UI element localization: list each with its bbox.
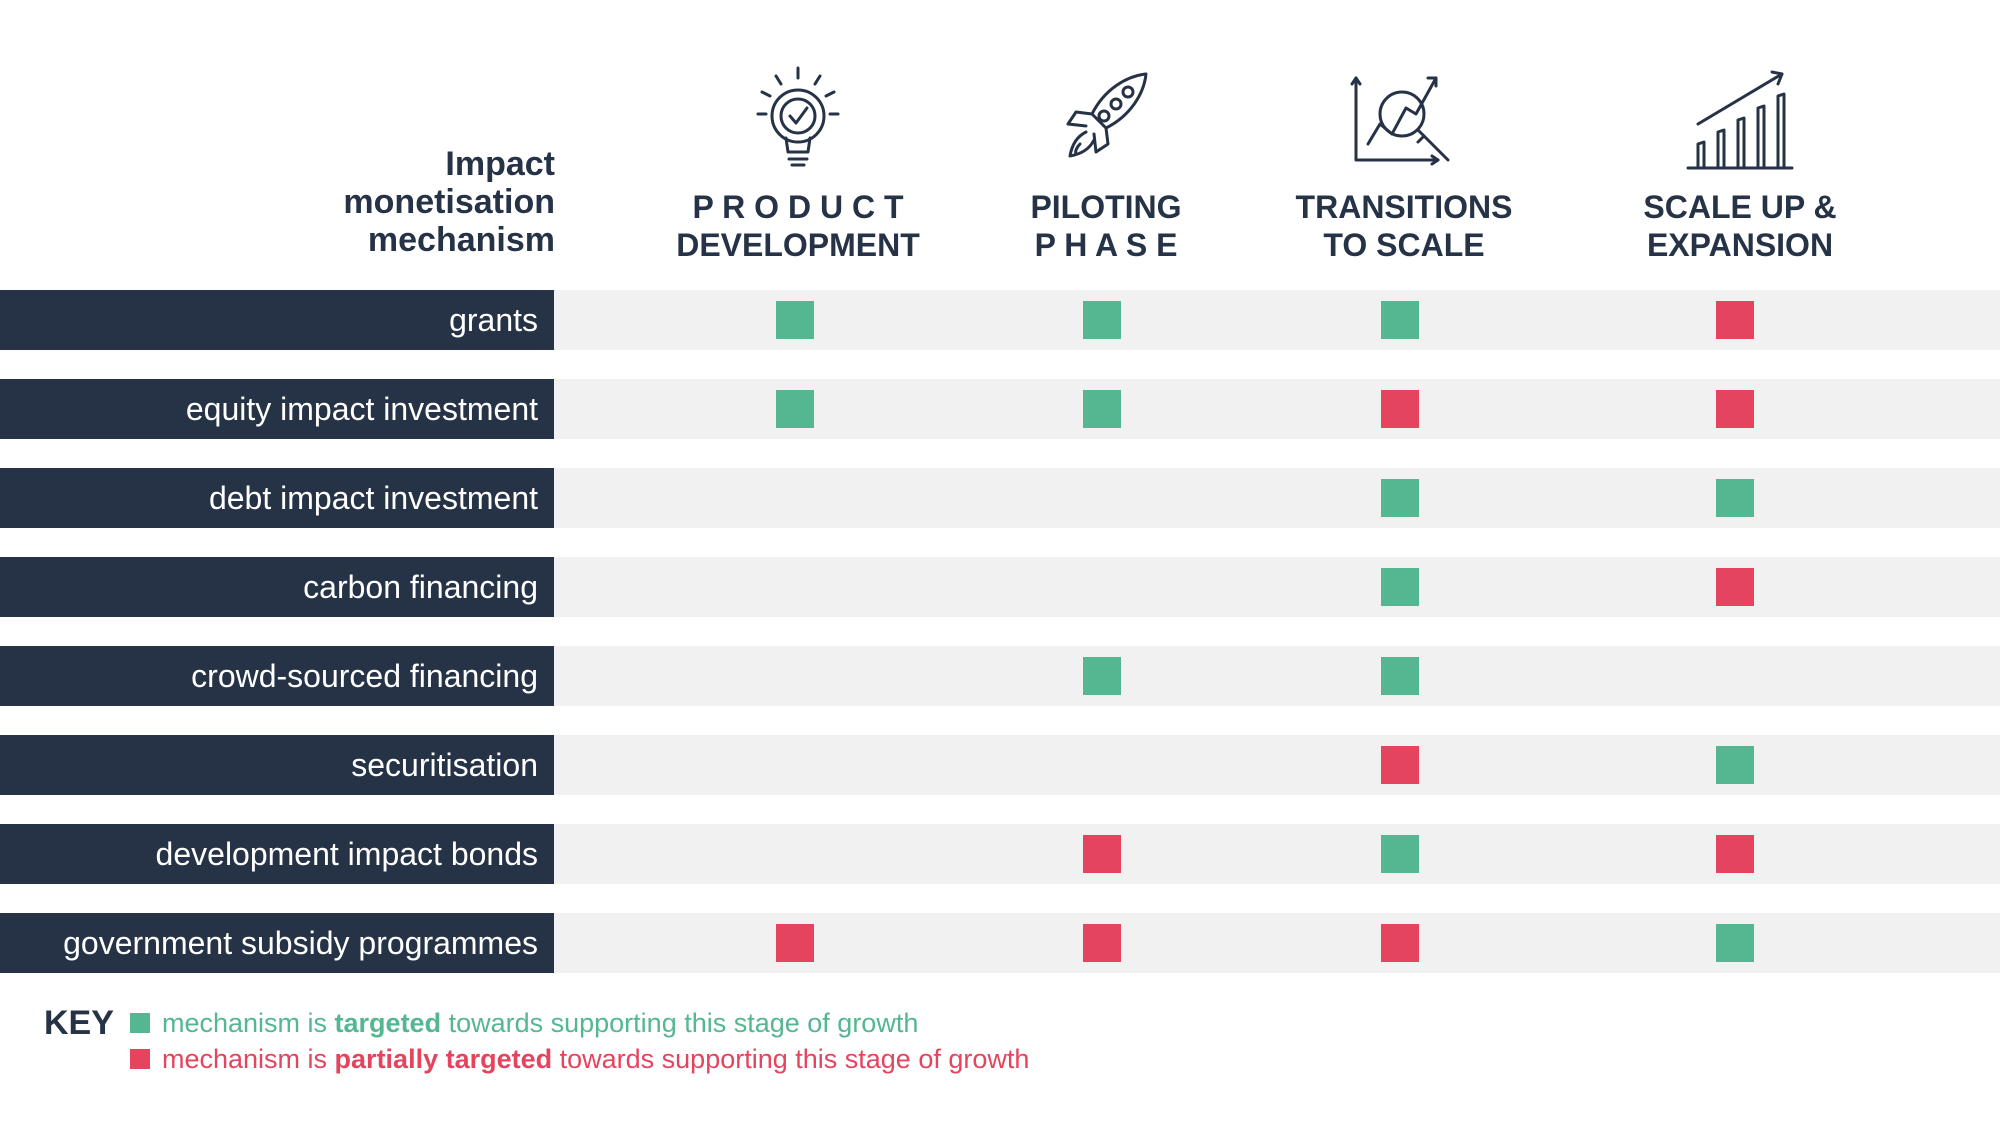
mechanism-label: debt impact investment <box>0 468 554 528</box>
partially-targeted-marker <box>1716 835 1754 873</box>
key-suffix: towards supporting this stage of growth <box>552 1044 1030 1074</box>
row-band <box>554 913 2000 973</box>
targeted-marker <box>1381 835 1419 873</box>
key-title: KEY <box>44 1004 114 1042</box>
targeted-marker <box>776 390 814 428</box>
stage-label: SCALE UP & EXPANSION <box>1570 188 1910 264</box>
targeted-marker <box>1716 479 1754 517</box>
row-band <box>554 290 2000 350</box>
row-band <box>554 379 2000 439</box>
key-emphasis: partially targeted <box>334 1044 553 1074</box>
stage-label: P R O D U C T DEVELOPMENT <box>628 188 968 264</box>
targeted-marker <box>1716 746 1754 784</box>
stage-label-line: DEVELOPMENT <box>676 227 920 263</box>
targeted-marker <box>1381 479 1419 517</box>
mechanism-label: grants <box>0 290 554 350</box>
key-emphasis: targeted <box>334 1008 442 1038</box>
mechanism-column-header: Impact monetisation mechanism <box>200 145 555 259</box>
partially-targeted-marker <box>1716 301 1754 339</box>
stage-product-development: P R O D U C T DEVELOPMENT <box>628 64 968 264</box>
mechanism-label: securitisation <box>0 735 554 795</box>
partially-targeted-marker <box>1083 835 1121 873</box>
row-band <box>554 735 2000 795</box>
stage-label-line: EXPANSION <box>1646 227 1834 263</box>
key-suffix: towards supporting this stage of growth <box>441 1008 919 1038</box>
stage-scale-up-expansion: SCALE UP & EXPANSION <box>1570 64 1910 264</box>
row-band <box>554 824 2000 884</box>
mechanism-label: carbon financing <box>0 557 554 617</box>
mechanism-label: government subsidy programmes <box>0 913 554 973</box>
partially-targeted-marker <box>1381 924 1419 962</box>
partially-targeted-marker <box>776 924 814 962</box>
header-line: monetisation <box>343 183 555 221</box>
partial-swatch <box>130 1048 150 1069</box>
key-prefix: mechanism is <box>162 1008 335 1038</box>
targeted-marker <box>1381 568 1419 606</box>
partially-targeted-marker <box>1716 390 1754 428</box>
mechanism-label: development impact bonds <box>0 824 554 884</box>
row-band <box>554 468 2000 528</box>
key-targeted: mechanism is targeted towards supporting… <box>130 1006 918 1040</box>
stage-label-line: TRANSITIONS <box>1295 189 1513 225</box>
key-prefix: mechanism is <box>162 1044 335 1074</box>
partially-targeted-marker <box>1381 746 1419 784</box>
mechanism-label: equity impact investment <box>0 379 554 439</box>
row-band <box>554 557 2000 617</box>
targeted-marker <box>776 301 814 339</box>
partially-targeted-marker <box>1716 568 1754 606</box>
stage-label-line: P R O D U C T <box>692 189 904 225</box>
stage-label-line: SCALE UP & <box>1643 189 1837 225</box>
key-partially-targeted: mechanism is partially targeted towards … <box>130 1042 1029 1076</box>
growth-bars-icon <box>1686 70 1794 170</box>
rocket-icon <box>1066 72 1148 158</box>
targeted-marker <box>1716 924 1754 962</box>
stage-label-line: PILOTING <box>1030 189 1182 225</box>
stage-piloting-phase: PILOTING P H A S E <box>936 64 1276 264</box>
stage-label-line: P H A S E <box>1034 227 1178 263</box>
magnifier-chart-icon <box>1350 76 1450 166</box>
partially-targeted-marker <box>1381 390 1419 428</box>
targeted-marker <box>1381 301 1419 339</box>
partially-targeted-marker <box>1083 924 1121 962</box>
targeted-marker <box>1083 390 1121 428</box>
targeted-marker <box>1083 301 1121 339</box>
lightbulb-check-icon <box>756 66 840 167</box>
targeted-swatch <box>130 1012 150 1033</box>
stage-label: TRANSITIONS TO SCALE <box>1234 188 1574 264</box>
header-line: mechanism <box>367 221 555 259</box>
targeted-marker <box>1083 657 1121 695</box>
row-band <box>554 646 2000 706</box>
stage-label: PILOTING P H A S E <box>936 188 1276 264</box>
stage-transitions-to-scale: TRANSITIONS TO SCALE <box>1234 64 1574 264</box>
header-line: Impact <box>445 145 555 183</box>
stage-label-line: TO SCALE <box>1323 227 1485 263</box>
targeted-marker <box>1381 657 1419 695</box>
mechanism-label: crowd-sourced financing <box>0 646 554 706</box>
